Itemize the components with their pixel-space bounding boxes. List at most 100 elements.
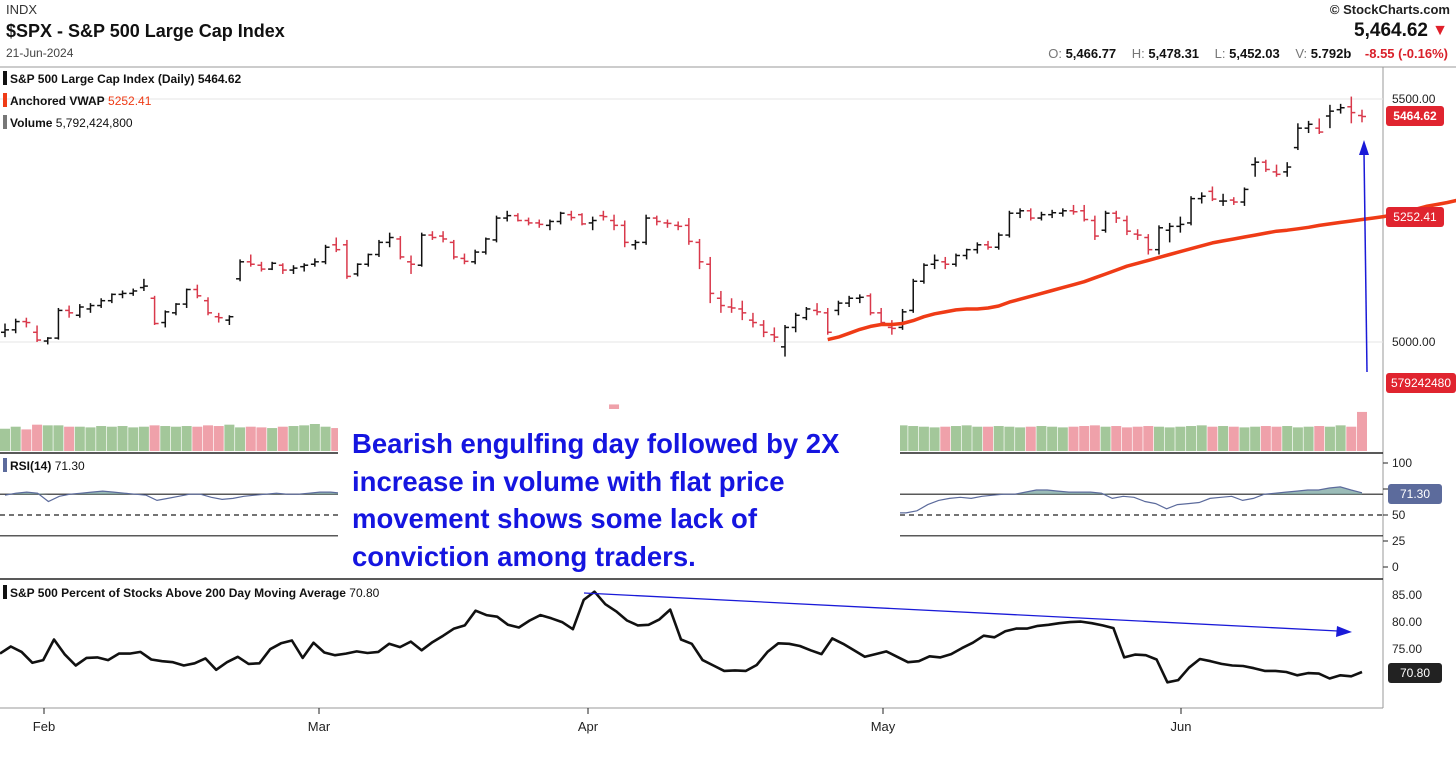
volume-bar bbox=[10, 426, 21, 451]
legend-vwap-value: 5252.41 bbox=[108, 94, 152, 108]
volume-bar bbox=[918, 426, 929, 451]
rsi-axis-tick: 0 bbox=[1392, 560, 1399, 574]
brand-logo[interactable]: © StockCharts.com bbox=[1329, 2, 1450, 17]
ohlc-bar bbox=[257, 261, 266, 272]
ohlc-bar bbox=[684, 218, 693, 245]
ohlc-bar bbox=[973, 242, 982, 254]
vwap-line bbox=[827, 198, 1456, 342]
svg-text:S&P 500 Percent of Stocks Abov: S&P 500 Percent of Stocks Above 200 Day … bbox=[10, 586, 380, 600]
volume-bar bbox=[1250, 426, 1261, 451]
ohlc-bar bbox=[1005, 210, 1014, 238]
ohlc-bar bbox=[748, 312, 757, 328]
volume-badge bbox=[1386, 373, 1456, 393]
volume-bar bbox=[138, 426, 149, 451]
volume-bar bbox=[160, 426, 171, 451]
ohlc-bar bbox=[407, 255, 416, 274]
ohlc-bar bbox=[706, 256, 715, 304]
ohlc-bar bbox=[171, 303, 180, 316]
ohlc-bar bbox=[1293, 123, 1302, 151]
ohlc-bar bbox=[1272, 164, 1281, 177]
ohlc-bar bbox=[1336, 103, 1345, 114]
legend-breadth-value: 70.80 bbox=[349, 586, 379, 600]
volume-bar bbox=[53, 425, 64, 451]
volume-bar bbox=[950, 426, 961, 451]
ohlc-bar bbox=[1197, 192, 1206, 204]
ohlc-bar bbox=[503, 210, 512, 222]
ohlc-readout: O: 5,466.77 H: 5,478.31 L: 5,452.03 V: 5… bbox=[1036, 46, 1448, 61]
ohlc-bar bbox=[1122, 215, 1131, 236]
ohlc-bar bbox=[524, 217, 533, 226]
ohlc-bar bbox=[1144, 234, 1153, 255]
month-label: Mar bbox=[308, 719, 331, 734]
volume-bar bbox=[1207, 426, 1218, 451]
volume-bar bbox=[299, 425, 310, 451]
high-value: 5,478.31 bbox=[1148, 46, 1200, 61]
breadth-axis-tick: 85.00 bbox=[1392, 588, 1422, 602]
volume-to-price-arrow bbox=[1359, 140, 1369, 373]
ohlc-bar bbox=[877, 307, 886, 325]
volume-bar bbox=[320, 426, 331, 451]
ohlc-bar bbox=[1219, 193, 1228, 206]
ohlc-bar bbox=[834, 300, 843, 316]
ohlc-bar bbox=[310, 258, 319, 267]
ohlc-bar bbox=[813, 303, 822, 316]
volume-bar bbox=[1036, 426, 1047, 451]
ohlc-bar bbox=[631, 239, 640, 250]
volume-bar bbox=[1282, 426, 1293, 451]
ohlc-bar bbox=[588, 216, 597, 231]
volume-bar bbox=[897, 425, 908, 451]
ohlc-bar bbox=[962, 248, 971, 260]
volume-bar bbox=[106, 426, 117, 451]
open-label: O: bbox=[1048, 46, 1062, 61]
volume-bar bbox=[972, 426, 983, 451]
ohlc-bar bbox=[54, 307, 63, 340]
ohlc-bar bbox=[481, 237, 490, 255]
price-badge bbox=[1386, 106, 1444, 126]
volume-bar bbox=[170, 426, 181, 451]
ohlc-bar bbox=[75, 304, 84, 318]
volume-bar bbox=[181, 426, 192, 451]
volume-bar bbox=[1196, 425, 1207, 451]
ohlc-bar bbox=[364, 253, 373, 267]
ohlc-bar bbox=[1251, 157, 1260, 177]
volume-bar bbox=[1004, 426, 1015, 451]
ohlc-bar bbox=[599, 210, 608, 221]
rsi-axis-tick: 25 bbox=[1392, 534, 1406, 548]
ohlc-bar bbox=[919, 263, 928, 284]
open-value: 5,466.77 bbox=[1065, 46, 1117, 61]
volume-bar bbox=[1143, 426, 1154, 451]
ohlc-bar bbox=[439, 231, 448, 243]
volume-bar bbox=[1346, 426, 1357, 451]
volume-bar bbox=[224, 424, 235, 451]
ohlc-bar bbox=[951, 253, 960, 267]
volume-bar bbox=[1218, 426, 1229, 451]
ohlc-bar bbox=[1283, 162, 1292, 177]
volume-bar bbox=[1153, 426, 1164, 451]
ohlc-bar bbox=[994, 232, 1003, 250]
ohlc-bar bbox=[1165, 222, 1174, 243]
svg-text:Anchored VWAP 5252.41: Anchored VWAP 5252.41 bbox=[10, 94, 152, 108]
volume-bar bbox=[1292, 427, 1303, 451]
ohlc-bar bbox=[417, 232, 426, 267]
ohlc-bar bbox=[984, 240, 993, 250]
month-label: May bbox=[871, 719, 896, 734]
ohlc-bar bbox=[663, 219, 672, 228]
ohlc-bar bbox=[1154, 225, 1163, 255]
volume-bar bbox=[1164, 427, 1175, 451]
legend-breadth-name: S&P 500 Percent of Stocks Above 200 Day … bbox=[10, 586, 346, 600]
ohlc-bar bbox=[738, 300, 747, 321]
ohlc-bar bbox=[674, 221, 683, 231]
ohlc-bar bbox=[1261, 159, 1270, 172]
ohlc-bar bbox=[289, 265, 298, 274]
ohlc-bar bbox=[887, 320, 896, 335]
vwap-badge bbox=[1386, 207, 1444, 227]
annotation-callout: Bearish engulfing day followed by 2X inc… bbox=[338, 409, 900, 575]
volume-bar bbox=[203, 425, 214, 451]
volume-bar bbox=[1239, 427, 1250, 451]
legend-price: S&P 500 Large Cap Index (Daily) 5464.62 bbox=[10, 72, 242, 86]
ohlc-bar bbox=[150, 295, 159, 325]
volume-bar bbox=[288, 426, 299, 451]
rsi-axis-tick: 50 bbox=[1392, 508, 1406, 522]
